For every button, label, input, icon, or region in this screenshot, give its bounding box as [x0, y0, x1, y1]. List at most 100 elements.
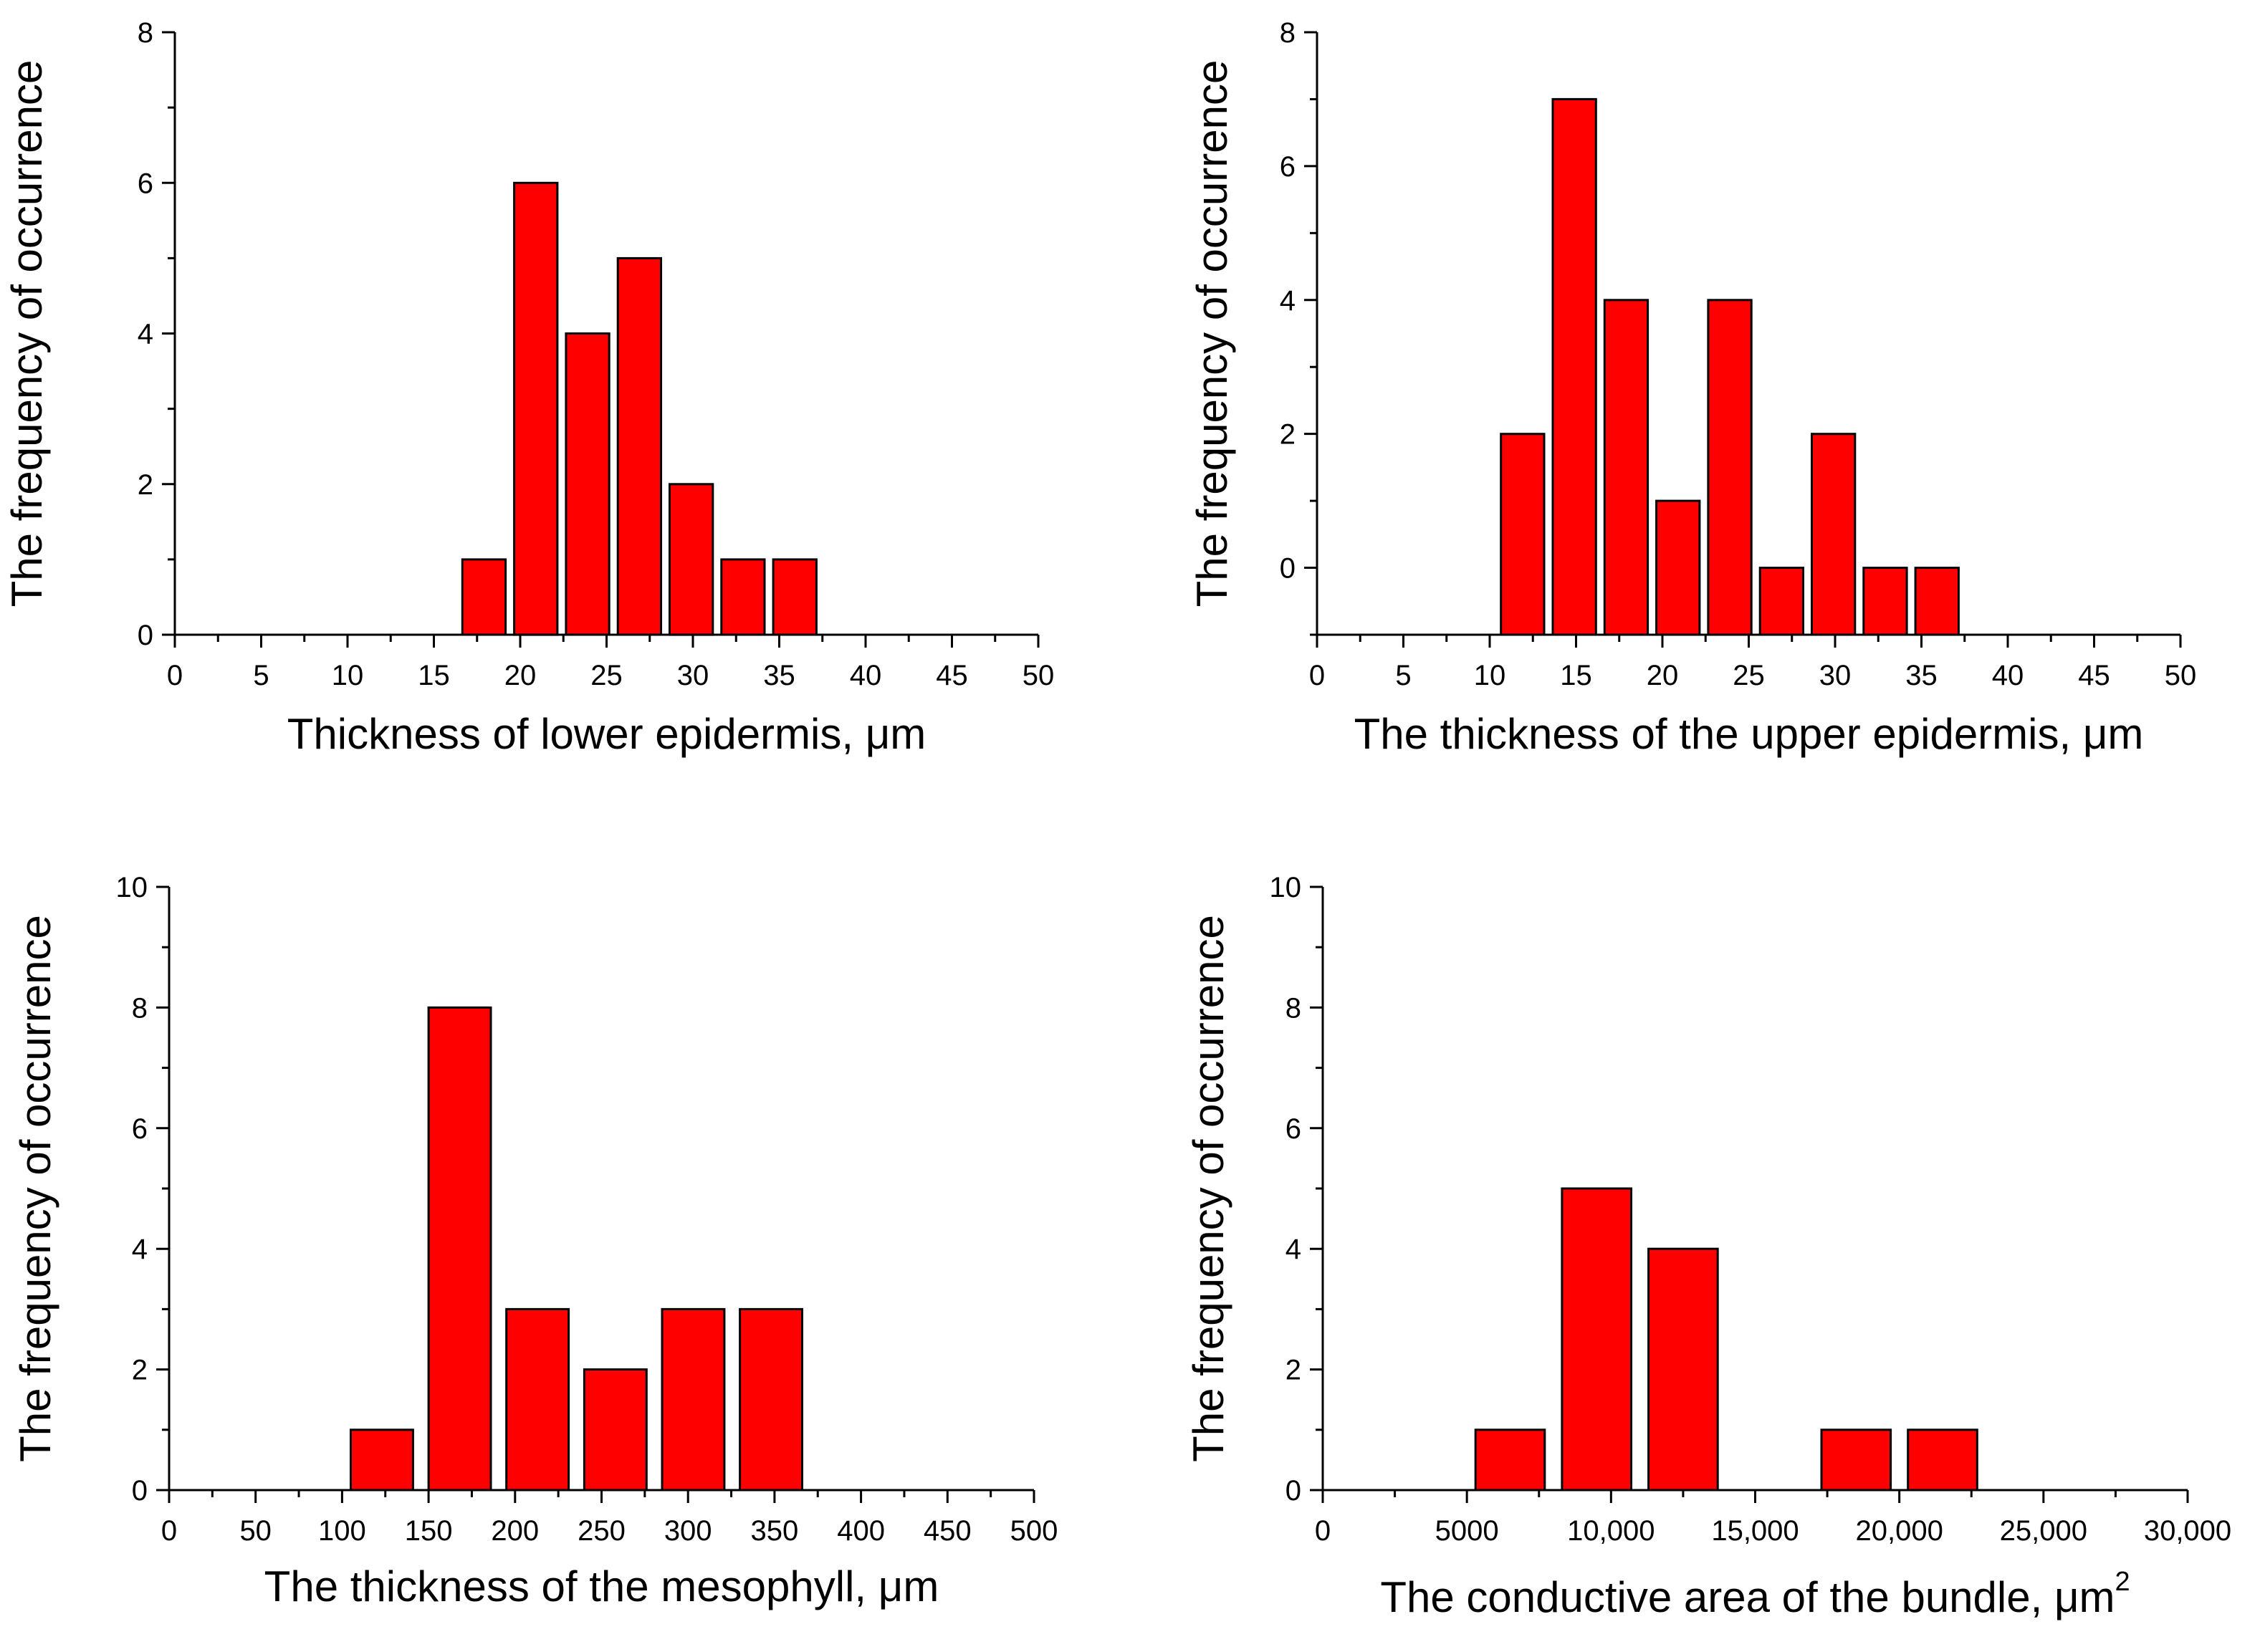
y-tick-label-mesophyll-0: 0 [132, 1475, 148, 1507]
x-tick-label-upper-epidermis-7: 35 [1905, 660, 1938, 691]
bar-lower-epidermis-0 [461, 558, 507, 636]
x-tick-label-bundle-area-0: 0 [1315, 1515, 1331, 1547]
x-tick-label-upper-epidermis-0: 0 [1309, 660, 1325, 691]
y-tick-label-mesophyll-5: 10 [116, 872, 148, 903]
x-tick-label-lower-epidermis-10: 50 [1023, 660, 1055, 691]
x-tick-label-mesophyll-7: 350 [751, 1515, 799, 1547]
chart-panel-mesophyll: 0 50 100 150 200 250 300 350 400 450 500 0 2 4 6 8 10 The… [11, 872, 1058, 1610]
x-tick-label-upper-epidermis-4: 20 [1647, 660, 1679, 691]
x-tick-label-bundle-area-6: 30,000 [2144, 1515, 2231, 1547]
bar-upper-epidermis-2 [1603, 299, 1649, 636]
bar-mesophyll-2 [505, 1307, 570, 1492]
bar-mesophyll-0 [350, 1428, 414, 1492]
x-tick-label-upper-epidermis-2: 10 [1474, 660, 1506, 691]
bar-upper-epidermis-0 [1500, 433, 1546, 636]
y-tick-label-upper-epidermis-4: 8 [1280, 17, 1296, 49]
y-axis-title-upper-epidermis: The frequency of occurrence [1188, 60, 1236, 608]
bar-bundle-area-3 [1820, 1428, 1892, 1492]
x-tick-label-bundle-area-4: 20,000 [1855, 1515, 1943, 1547]
bar-upper-epidermis-4 [1707, 299, 1753, 636]
x-tick-label-upper-epidermis-6: 30 [1819, 660, 1852, 691]
x-axis-title-superscript-bundle-area: 2 [2115, 1567, 2130, 1597]
y-tick-label-upper-epidermis-0: 0 [1280, 553, 1296, 585]
y-tick-label-mesophyll-4: 8 [132, 992, 148, 1024]
y-tick-label-lower-epidermis-3: 6 [138, 168, 153, 199]
y-tick-label-mesophyll-3: 6 [132, 1113, 148, 1145]
bar-upper-epidermis-6 [1811, 433, 1857, 636]
x-tick-label-mesophyll-3: 150 [405, 1515, 453, 1547]
x-tick-label-upper-epidermis-3: 15 [1560, 660, 1592, 691]
chart-panel-upper-epidermis: 0 5 10 15 20 25 30 35 40 45 50 0 2 4 6 8 The thickness o… [1188, 17, 2196, 758]
bar-mesophyll-4 [661, 1307, 726, 1492]
x-tick-label-upper-epidermis-1: 5 [1395, 660, 1411, 691]
bar-bundle-area-2 [1647, 1247, 1719, 1492]
y-tick-label-lower-epidermis-0: 0 [138, 620, 153, 651]
bar-lower-epidermis-6 [772, 558, 818, 636]
bar-mesophyll-3 [583, 1368, 648, 1492]
y-tick-label-bundle-area-0: 0 [1285, 1475, 1301, 1507]
x-tick-label-mesophyll-9: 450 [924, 1515, 972, 1547]
x-tick-label-bundle-area-5: 25,000 [2000, 1515, 2087, 1547]
x-tick-label-lower-epidermis-5: 25 [590, 660, 623, 691]
y-axis-title-bundle-area: The frequency of occurrence [1184, 915, 1232, 1462]
x-axis-title-lower-epidermis: Thickness of lower epidermis, μm [287, 710, 926, 758]
bar-bundle-area-0 [1474, 1428, 1546, 1492]
x-tick-label-lower-epidermis-0: 0 [167, 660, 183, 691]
x-tick-label-upper-epidermis-5: 25 [1733, 660, 1765, 691]
x-tick-label-bundle-area-2: 10,000 [1567, 1515, 1655, 1547]
y-tick-label-lower-epidermis-1: 2 [138, 469, 153, 501]
y-tick-label-lower-epidermis-2: 4 [138, 319, 153, 350]
x-tick-label-lower-epidermis-9: 45 [936, 660, 968, 691]
bar-upper-epidermis-8 [1914, 567, 1960, 636]
y-tick-label-mesophyll-1: 2 [132, 1355, 148, 1386]
bar-lower-epidermis-1 [513, 181, 559, 636]
x-tick-label-mesophyll-5: 250 [578, 1515, 626, 1547]
bar-lower-epidermis-4 [669, 483, 714, 636]
bar-upper-epidermis-5 [1758, 567, 1804, 636]
y-tick-label-bundle-area-4: 8 [1285, 992, 1301, 1024]
y-tick-label-upper-epidermis-1: 2 [1280, 419, 1296, 451]
y-tick-label-bundle-area-5: 10 [1270, 872, 1302, 903]
x-tick-label-mesophyll-0: 0 [161, 1515, 177, 1547]
x-tick-label-bundle-area-3: 15,000 [1711, 1515, 1799, 1547]
x-tick-label-upper-epidermis-10: 50 [2165, 660, 2197, 691]
bar-bundle-area-1 [1561, 1187, 1632, 1492]
bar-upper-epidermis-1 [1551, 97, 1597, 636]
x-axis-title-upper-epidermis: The thickness of the upper epidermis, μm [1354, 710, 2144, 758]
x-tick-label-lower-epidermis-2: 10 [332, 660, 364, 691]
y-tick-label-bundle-area-3: 6 [1285, 1113, 1301, 1145]
x-tick-label-mesophyll-6: 300 [664, 1515, 712, 1547]
bar-lower-epidermis-5 [720, 558, 766, 636]
x-tick-label-lower-epidermis-8: 40 [850, 660, 882, 691]
x-tick-label-mesophyll-10: 500 [1010, 1515, 1058, 1547]
chart-panel-bundle-area: 0 5000 10,000 15,000 20,000 25,000 30,000 0 2 4 6 8… [1184, 872, 2231, 1621]
bar-mesophyll-1 [427, 1006, 492, 1492]
x-tick-label-upper-epidermis-9: 45 [2078, 660, 2110, 691]
x-axis-title-mesophyll: The thickness of the mesophyll, μm [264, 1562, 939, 1610]
bar-lower-epidermis-2 [565, 332, 611, 636]
chart-panel-lower-epidermis: 0 5 10 15 20 25 30 35 40 45 50 0 2 4 6 8 Thickness of lo… [3, 17, 1054, 758]
bar-lower-epidermis-3 [616, 256, 663, 636]
x-tick-label-upper-epidermis-8: 40 [1992, 660, 2024, 691]
x-axis-title-bundle-area: The conductive area of the bundle, μm2 [1380, 1567, 2130, 1621]
x-tick-label-bundle-area-1: 5000 [1435, 1515, 1499, 1547]
bar-upper-epidermis-7 [1862, 567, 1908, 636]
x-tick-label-mesophyll-1: 50 [239, 1515, 272, 1547]
y-tick-label-upper-epidermis-2: 4 [1280, 285, 1296, 317]
y-tick-label-mesophyll-2: 4 [132, 1234, 148, 1265]
bar-mesophyll-5 [739, 1307, 803, 1492]
x-tick-label-mesophyll-4: 200 [491, 1515, 539, 1547]
x-tick-label-lower-epidermis-1: 5 [253, 660, 269, 691]
y-tick-label-bundle-area-2: 4 [1285, 1234, 1301, 1265]
y-axis-title-mesophyll: The frequency of occurrence [11, 915, 59, 1462]
x-tick-label-lower-epidermis-6: 30 [677, 660, 709, 691]
bar-upper-epidermis-3 [1655, 499, 1701, 636]
x-tick-label-mesophyll-8: 400 [837, 1515, 885, 1547]
bar-bundle-area-4 [1907, 1428, 1978, 1492]
x-tick-label-lower-epidermis-7: 35 [763, 660, 795, 691]
x-tick-label-lower-epidermis-4: 20 [504, 660, 537, 691]
y-tick-label-bundle-area-1: 2 [1285, 1355, 1301, 1386]
y-tick-label-upper-epidermis-3: 6 [1280, 151, 1296, 183]
y-axis-title-lower-epidermis: The frequency of occurrence [3, 60, 51, 608]
